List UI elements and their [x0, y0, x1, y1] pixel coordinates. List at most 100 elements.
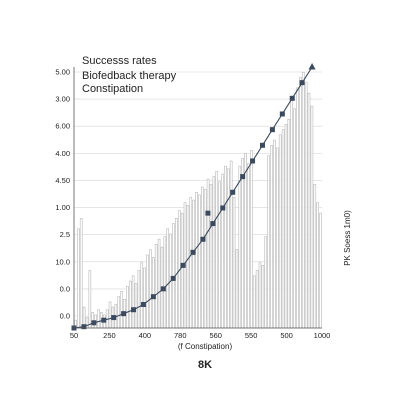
y-tick-label: 0.0 [60, 284, 70, 293]
bar [252, 275, 256, 329]
x-tick-label: 400 [139, 331, 152, 340]
x-tick-labels: 50 250 400 780 560 550 500 1000 [70, 331, 331, 340]
data-marker [101, 317, 107, 323]
bar [151, 257, 155, 329]
y-tick-label: 4.50 [55, 176, 70, 185]
bar [212, 176, 216, 329]
bar [287, 118, 291, 329]
bar [154, 244, 158, 329]
bar [180, 212, 184, 329]
data-marker [81, 324, 87, 330]
bar [221, 173, 224, 329]
bar [224, 165, 227, 329]
bar [79, 218, 83, 329]
data-marker [289, 95, 295, 101]
bar [290, 98, 294, 329]
x-axis-label: (f Constipation) [178, 342, 233, 351]
bar [91, 312, 95, 329]
x-tick-label: 550 [245, 331, 258, 340]
y-tick-labels: 5.00 3.00 6.00 4.00 4.50 1.00 2.5 10.0 0.0 0.0 [55, 68, 70, 321]
bar [166, 228, 170, 329]
data-marker [210, 221, 216, 227]
data-marker [91, 320, 97, 326]
y-tick-label: 6.00 [55, 122, 70, 131]
bar [250, 150, 253, 329]
bar [267, 155, 270, 329]
bar [316, 202, 319, 329]
data-marker [190, 249, 196, 255]
data-marker [279, 111, 285, 117]
x-tick-label: 250 [103, 331, 116, 340]
bar [304, 82, 308, 329]
bar [238, 165, 242, 329]
data-marker [160, 286, 166, 292]
bar [203, 189, 207, 329]
x-tick-label: 1000 [314, 331, 331, 340]
bar [281, 129, 285, 329]
bar [157, 238, 161, 329]
x-tick-label: 50 [70, 331, 78, 340]
bar [296, 87, 299, 329]
bar [261, 265, 265, 329]
bar [189, 197, 193, 329]
bar [232, 197, 236, 329]
y-tick-label: 3.00 [55, 95, 70, 104]
data-marker [170, 275, 176, 281]
bar [117, 296, 121, 329]
y-tick-label: 10.0 [55, 257, 70, 266]
bar [275, 147, 279, 329]
data-marker [259, 142, 265, 148]
data-marker [200, 236, 206, 242]
data-marker [140, 302, 146, 308]
bar [201, 186, 204, 329]
data-marker [205, 210, 211, 216]
bar [247, 163, 250, 329]
bar [97, 309, 100, 329]
data-marker [111, 315, 117, 321]
bar [307, 92, 311, 329]
bar [209, 184, 213, 329]
bar [120, 291, 123, 329]
bar [149, 249, 152, 329]
bar [293, 108, 296, 329]
data-marker [121, 311, 127, 317]
bar [140, 262, 144, 329]
data-marker [250, 158, 256, 164]
bar [313, 184, 317, 329]
bar [244, 152, 247, 329]
bar [146, 254, 149, 329]
bar [264, 236, 268, 329]
x-tick-label: 780 [174, 331, 187, 340]
bar [310, 105, 314, 329]
bar [163, 236, 167, 329]
bar [137, 270, 141, 329]
data-marker [299, 80, 305, 86]
data-marker [220, 205, 226, 211]
bar [229, 160, 233, 329]
data-marker [269, 127, 275, 133]
data-marker [131, 307, 137, 313]
bar [77, 228, 80, 329]
bar [218, 181, 221, 329]
bar [319, 212, 322, 329]
bar [128, 280, 132, 329]
bar [131, 275, 135, 329]
chart-title-line-3: Constipation [82, 83, 143, 95]
bar [143, 267, 146, 329]
bar [192, 199, 195, 329]
data-marker [230, 189, 236, 195]
bar [255, 270, 259, 329]
data-marker [308, 63, 316, 70]
x-tick-label: 560 [209, 331, 222, 340]
bar [198, 194, 201, 329]
bar [284, 124, 288, 329]
bar [172, 223, 175, 329]
bar [134, 283, 138, 329]
bar [299, 77, 302, 329]
y-tick-label: 1.00 [55, 203, 70, 212]
bar [270, 145, 273, 329]
bar [126, 285, 129, 329]
y-tick-label: 4.00 [55, 149, 70, 158]
y-axis-label-right: PK Soess 1m0) [343, 210, 352, 266]
